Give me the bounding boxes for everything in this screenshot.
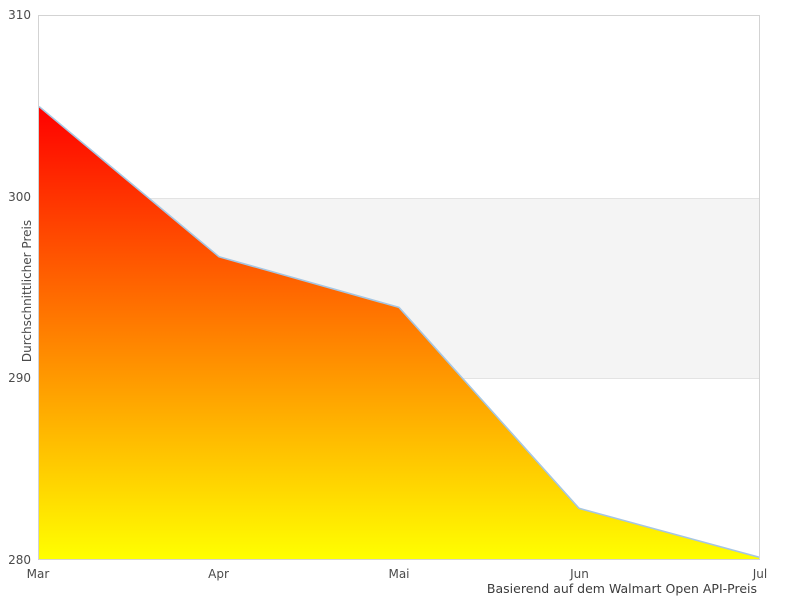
plot-area [38, 15, 760, 560]
y-tick-label-290: 290 [8, 371, 31, 386]
price-line [39, 105, 759, 558]
price-area-fill [39, 106, 759, 559]
y-tick-label-310: 310 [8, 8, 31, 22]
y-tick-label-300: 300 [8, 189, 31, 204]
y-axis-title: Durchschnittlicher Preis [20, 219, 34, 363]
x-tick-label-mai: Mai [388, 567, 410, 581]
x-tick-label-apr: Apr [208, 567, 229, 581]
y-tick-label-280: 280 [8, 553, 31, 567]
x-tick-label-jun: Jun [570, 567, 589, 581]
x-tick-label-jul: Jul [752, 567, 768, 581]
x-axis-caption: Basierend auf dem Walmart Open API-Preis [486, 581, 757, 596]
x-tick-label-mar: Mar [26, 567, 50, 581]
area-chart-svg [39, 105, 759, 559]
